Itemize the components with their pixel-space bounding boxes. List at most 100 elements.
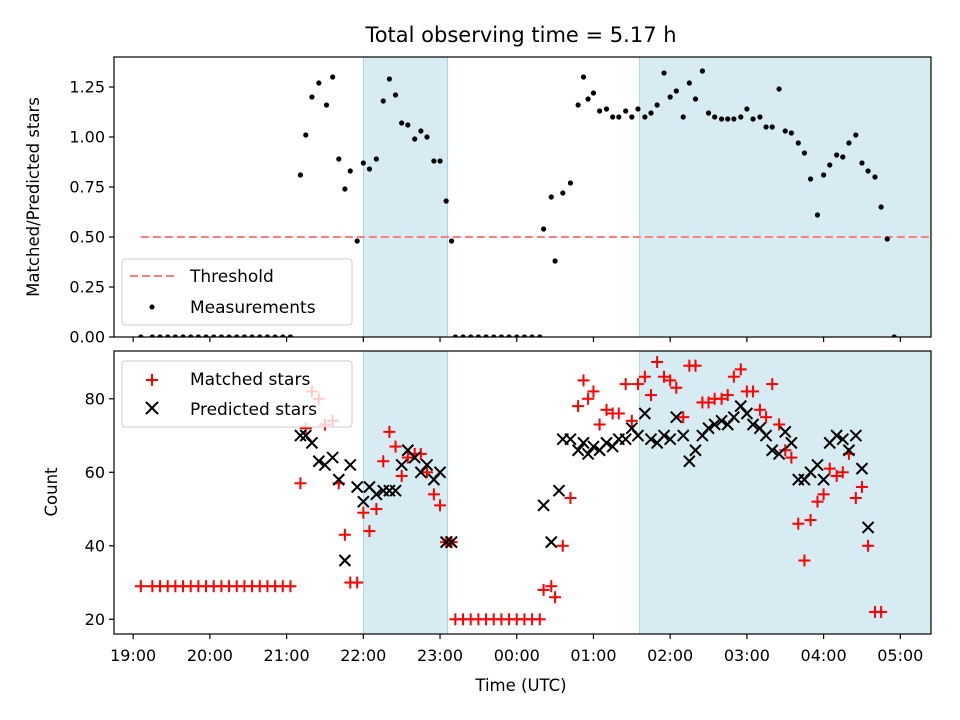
predicted-stars-point: [357, 495, 370, 508]
measurements-point: [788, 130, 794, 136]
measurements-point: [431, 158, 437, 164]
matched-stars-point: [351, 576, 364, 589]
measurements-point: [218, 334, 224, 337]
matched-stars-point: [702, 396, 715, 409]
matched-stars-point: [689, 359, 702, 372]
measurements-point: [712, 114, 718, 120]
measurements-point: [865, 168, 871, 174]
y-tick-label: 60: [85, 463, 105, 482]
measurements-point: [548, 194, 554, 200]
bottom-panel: 20 40 60 80 19:00 20:00 21:00 22:00 23:00 00:00 01…: [42, 350, 932, 695]
matched-stars-point: [401, 451, 414, 464]
matched-stars-point: [377, 455, 390, 468]
predicted-legend-marker: [145, 401, 159, 415]
matched-stars-point: [363, 525, 376, 538]
measurements-point: [580, 74, 587, 80]
x-tick-label: 03:00: [724, 646, 770, 665]
top-axes: 0.00 0.25 0.50 0.75 1.00 1.25: [69, 56, 932, 347]
predicted-legend-label: Predicted stars: [190, 400, 317, 420]
predicted-stars-point: [849, 429, 863, 442]
measurements-point: [603, 106, 610, 112]
measurements-point: [336, 156, 342, 162]
measurements-point: [540, 226, 547, 232]
predicted-stars-point: [545, 535, 558, 549]
predicted-stars-point: [683, 455, 696, 468]
matched-stars-point: [830, 469, 843, 482]
matched-stars-point: [670, 381, 683, 394]
matched-stars-point: [420, 466, 433, 479]
predicted-stars-point: [817, 473, 830, 486]
measurements-point: [373, 156, 379, 162]
matched-stars-point: [721, 389, 734, 402]
measurements-point: [859, 160, 865, 166]
measurements-point: [560, 190, 566, 196]
matched-stars-point: [357, 506, 370, 519]
measurements-point: [203, 334, 209, 337]
matched-stars-point: [427, 488, 440, 501]
matched-stars-point: [785, 451, 798, 464]
matched-stars-point: [577, 374, 590, 387]
matched-stars-point: [619, 378, 632, 391]
predicted-stars-point: [727, 410, 741, 424]
measurements-point: [399, 120, 405, 126]
predicted-stars-point: [338, 554, 352, 567]
matched-stars-point: [545, 580, 558, 593]
predicted-stars-point: [571, 444, 585, 457]
y-tick-label: 1.00: [69, 128, 105, 147]
predicted-stars-point: [395, 458, 408, 472]
measurements-point: [303, 132, 309, 138]
x-tick-label: 21:00: [264, 646, 310, 665]
measurements-point: [616, 114, 622, 120]
measurements-point: [878, 204, 884, 210]
predicted-stars-point: [408, 451, 421, 464]
matched-stars-point: [811, 495, 824, 508]
measurements-point: [234, 334, 240, 337]
matched-stars-point: [587, 385, 600, 398]
matched-stars-point: [434, 499, 447, 512]
matched-stars-point: [631, 378, 644, 391]
matched-stars-point: [798, 554, 811, 567]
top-legend-box: [121, 258, 353, 326]
measurements-point: [514, 334, 520, 337]
measurements-point: [814, 212, 821, 218]
predicted-stars-point: [855, 462, 869, 475]
measurements-point: [211, 334, 217, 337]
predicted-stars-point: [619, 433, 632, 446]
measurements-point: [498, 334, 505, 337]
top-legend: Threshold Measurements: [121, 258, 353, 326]
matched-stars-point: [537, 583, 550, 596]
x-tick-label: 02:00: [647, 646, 693, 665]
measurements-point: [138, 334, 144, 337]
measurements-point: [249, 334, 255, 337]
predicted-stars-point: [631, 429, 645, 442]
matched-stars-point: [817, 488, 830, 501]
predicted-stars-point: [702, 421, 715, 435]
predicted-stars-point: [638, 407, 652, 420]
measurements-point: [149, 334, 155, 337]
predicted-stars-point: [420, 458, 434, 472]
measurements-point: [776, 86, 782, 92]
measurements-point: [366, 166, 373, 172]
predicted-stars-point: [370, 488, 383, 501]
predicted-stars-point: [305, 436, 319, 450]
measurements-point: [460, 334, 466, 337]
measurements-point: [360, 160, 366, 166]
measurements-point: [718, 116, 725, 122]
measurements-point: [309, 94, 315, 100]
measurements-point: [491, 334, 497, 337]
matched-stars-point: [625, 414, 638, 427]
measurements-point: [342, 186, 348, 192]
measurements-point: [699, 68, 705, 74]
matched-stars-point: [638, 370, 651, 383]
measurements-point: [731, 116, 737, 122]
measurements-point: [610, 114, 616, 120]
measurements-point: [642, 114, 648, 120]
measurements-point: [846, 140, 852, 146]
measurements-point: [257, 334, 263, 337]
measurements-point: [750, 116, 756, 122]
measurements-point: [834, 152, 840, 158]
predicted-stars-point: [537, 499, 550, 512]
matched-stars-point: [600, 403, 613, 416]
measurements-point: [380, 98, 386, 104]
matched-stars-point: [414, 447, 427, 460]
